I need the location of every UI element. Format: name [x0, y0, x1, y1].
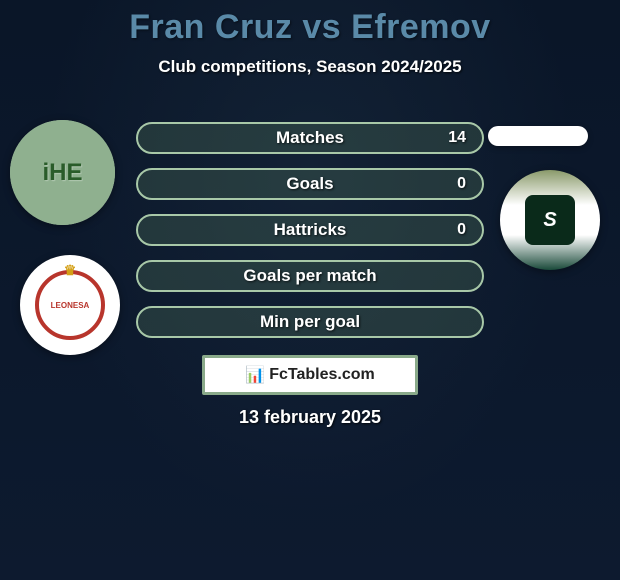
club-right-badge-inner: S — [525, 195, 575, 245]
brand-text: FcTables.com — [269, 366, 375, 384]
player-right-avatar — [488, 126, 588, 146]
stat-row: Goals 0 — [136, 168, 484, 200]
stat-row: Goals per match — [136, 260, 484, 292]
stat-label: Min per goal — [260, 312, 360, 332]
stat-label: Goals — [286, 174, 333, 194]
stat-value: 14 — [448, 129, 466, 147]
club-right-badge: S — [500, 170, 600, 270]
stats-list: Matches 14 Goals 0 Hattricks 0 Goals per… — [136, 122, 484, 352]
page-subtitle: Club competitions, Season 2024/2025 — [0, 57, 620, 77]
stat-row: Hattricks 0 — [136, 214, 484, 246]
stat-label: Goals per match — [243, 266, 376, 286]
club-left-text: LEONESA — [51, 301, 90, 310]
stat-value: 0 — [457, 175, 466, 193]
chart-icon: 📊 — [245, 365, 265, 385]
stat-label: Matches — [276, 128, 344, 148]
stat-row: Matches 14 — [136, 122, 484, 154]
player-left-avatar: iHE — [10, 120, 115, 225]
player-left-avatar-text: iHE — [10, 120, 115, 225]
stat-value: 0 — [457, 221, 466, 239]
brand-badge[interactable]: 📊 FcTables.com — [202, 355, 418, 395]
stat-label: Hattricks — [274, 220, 347, 240]
page-title: Fran Cruz vs Efremov — [0, 8, 620, 47]
date-text: 13 february 2025 — [0, 407, 620, 428]
crown-icon: ♛ — [64, 262, 77, 279]
club-left-badge-inner: ♛ LEONESA — [35, 270, 105, 340]
stat-row: Min per goal — [136, 306, 484, 338]
club-left-badge: ♛ LEONESA — [20, 255, 120, 355]
